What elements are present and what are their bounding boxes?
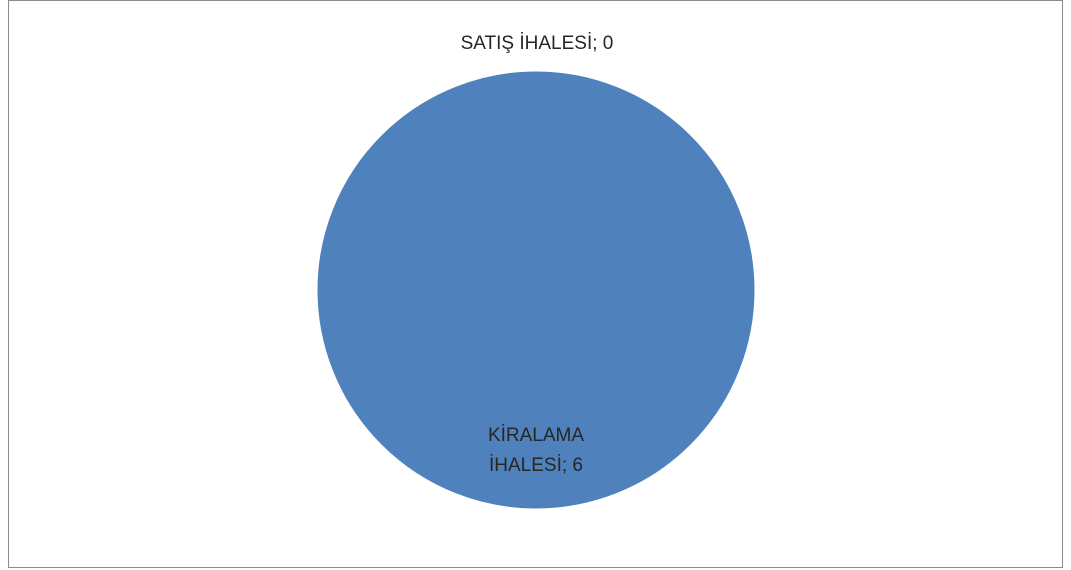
data-label-satis: SATIŞ İHALESİ; 0: [461, 33, 614, 54]
chart-area: SATIŞ İHALESİ; 0 KİRALAMA İHALESİ; 6: [8, 0, 1063, 568]
pie-slices: [316, 70, 756, 510]
pie-slice-kiralama: [316, 70, 756, 510]
data-label-kiralama-line2: İHALESİ; 6: [489, 455, 583, 476]
pie-chart: SATIŞ İHALESİ; 0 KİRALAMA İHALESİ; 6: [316, 33, 756, 510]
data-label-kiralama-line1: KİRALAMA: [488, 425, 584, 446]
